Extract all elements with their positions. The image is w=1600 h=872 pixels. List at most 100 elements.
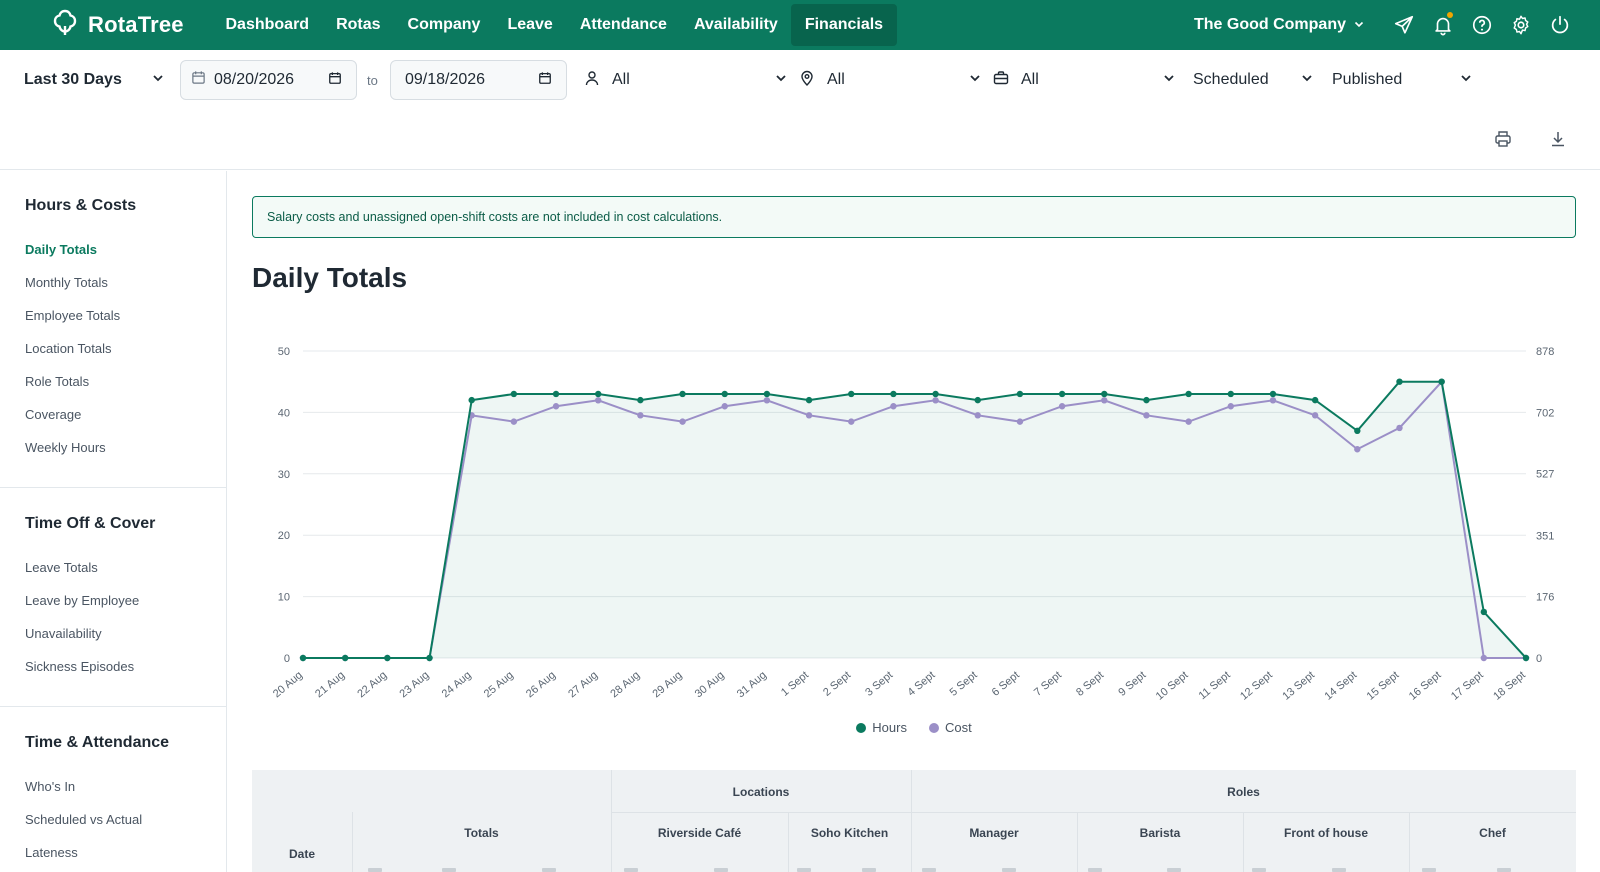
subcolumn-header-stub: [1422, 868, 1436, 872]
legend-dot-cost: [928, 722, 939, 733]
hours-series-line: [303, 380, 1527, 659]
sidebar-item-monthly-totals[interactable]: Monthly Totals: [25, 275, 108, 290]
hours-series-point: [763, 390, 771, 398]
cost-series-point: [890, 403, 897, 410]
hours-series-point: [468, 396, 475, 404]
publish-status-value: Published: [1332, 71, 1403, 88]
column-header-front-of-house[interactable]: Front of house: [1284, 826, 1368, 840]
x-axis-tick-label: 16 Sept: [1407, 669, 1444, 703]
right-axis-tick-label: 878: [1536, 346, 1554, 358]
column-header-chef[interactable]: Chef: [1479, 826, 1506, 840]
company-name: The Good Company: [1194, 16, 1346, 33]
sidebar-item-role-totals[interactable]: Role Totals: [25, 374, 90, 389]
x-axis-tick-label: 27 Aug: [566, 669, 600, 700]
subcolumn-header-stub: [1252, 868, 1266, 872]
cost-series-point: [721, 403, 728, 410]
company-switcher[interactable]: The Good Company: [1194, 16, 1364, 34]
sidebar-item-daily-totals[interactable]: Daily Totals: [25, 242, 98, 257]
top-right-controls: The Good Company: [1194, 0, 1600, 50]
sidebar-section-title: Hours & Costs: [25, 197, 137, 214]
cost-series-point: [1143, 412, 1150, 419]
cost-series-line: [303, 379, 1526, 659]
cost-series-point: [1016, 418, 1024, 425]
hours-series-point: [299, 654, 307, 662]
hours-series-point: [595, 390, 602, 398]
hours-series-point: [848, 390, 855, 398]
power-logout-icon[interactable]: [1540, 0, 1579, 50]
hours-series-point: [1438, 378, 1445, 385]
nav-company[interactable]: Company: [407, 16, 481, 33]
nav-rotas[interactable]: Rotas: [336, 16, 381, 33]
hours-series-point: [1185, 390, 1192, 398]
calendar-picker-icon[interactable]: [328, 71, 342, 90]
sidebar-item-leave-by-employee[interactable]: Leave by Employee: [25, 593, 140, 608]
subcolumn-header-stub: [862, 868, 876, 872]
send-icon[interactable]: [1384, 0, 1423, 50]
column-header-barista[interactable]: Barista: [1139, 826, 1181, 840]
sidebar-item-scheduled-vs-actual[interactable]: Scheduled vs Actual: [25, 812, 143, 827]
legend-item-hours[interactable]: Hours: [856, 720, 907, 735]
column-header-date[interactable]: Date: [288, 847, 315, 861]
sidebar-item-lateness[interactable]: Lateness: [25, 845, 78, 860]
help-icon[interactable]: [1462, 0, 1501, 50]
right-axis-tick-label: 702: [1536, 408, 1554, 420]
x-axis-tick-label: 30 Aug: [693, 669, 727, 700]
hours-series-point: [1269, 390, 1277, 398]
nav-financials[interactable]: Financials: [791, 4, 897, 46]
download-icon[interactable]: [1543, 124, 1573, 154]
date-from-value: 08/20/2026: [214, 71, 295, 88]
sidebar-item-whos-in[interactable]: Who's In: [25, 779, 76, 794]
cost-series-point: [1185, 418, 1192, 425]
subcolumn-header-stub: [797, 868, 811, 872]
sidebar-item-sickness-episodes[interactable]: Sickness Episodes: [25, 659, 135, 674]
column-divider: [1077, 812, 1078, 872]
brand-logo[interactable]: RotaTree: [50, 8, 210, 43]
column-header-totals[interactable]: Totals: [464, 826, 499, 840]
nav-leave[interactable]: Leave: [507, 16, 553, 33]
subcolumn-header-stub: [368, 868, 382, 872]
column-header-riverside-cafe[interactable]: Riverside Café: [657, 826, 742, 840]
nav-attendance[interactable]: Attendance: [579, 16, 667, 33]
date-from-input[interactable]: 08/20/2026: [180, 60, 357, 100]
sidebar-item-leave-totals[interactable]: Leave Totals: [25, 560, 98, 575]
employee-filter-select[interactable]: All: [584, 60, 787, 100]
sidebar-item-unavailability[interactable]: Unavailability: [25, 626, 102, 641]
x-axis-tick-label: 1 Sept: [779, 669, 811, 699]
shift-type-select[interactable]: Scheduled: [1193, 60, 1313, 100]
sidebar-item-weekly-hours[interactable]: Weekly Hours: [25, 440, 106, 455]
sidebar-item-coverage[interactable]: Coverage: [25, 407, 82, 422]
column-header-manager[interactable]: Manager: [969, 826, 1019, 840]
page-title: Daily Totals: [252, 262, 408, 293]
settings-gear-icon[interactable]: [1501, 0, 1540, 50]
bell-icon[interactable]: [1423, 0, 1462, 50]
location-filter-select[interactable]: All: [799, 60, 981, 100]
column-header-soho-kitchen[interactable]: Soho Kitchen: [810, 826, 889, 840]
nav-availability[interactable]: Availability: [693, 16, 778, 33]
sidebar-item-location-totals[interactable]: Location Totals: [25, 341, 112, 356]
subcolumn-header-stub: [1002, 868, 1016, 872]
row-divider: [611, 812, 1576, 813]
cost-series-point: [510, 418, 518, 425]
role-filter-select[interactable]: All: [993, 60, 1175, 100]
cost-series-point: [848, 418, 855, 425]
publish-status-select[interactable]: Published: [1332, 60, 1472, 100]
cost-series-point: [763, 397, 771, 404]
hours-series-point: [932, 390, 939, 398]
x-axis-tick-label: 26 Aug: [524, 669, 558, 700]
legend-item-cost[interactable]: Cost: [928, 720, 972, 735]
calendar-picker-icon[interactable]: [538, 71, 552, 90]
sidebar-item-employee-totals[interactable]: Employee Totals: [25, 308, 121, 323]
hours-series-point: [426, 654, 433, 662]
x-axis-tick-label: 4 Sept: [905, 669, 937, 699]
nav-dashboard[interactable]: Dashboard: [225, 16, 310, 33]
daily-totals-chart: 0 10 20 30 40 50 0 176 351 527 702 878 20 Aug 21 Aug 2…: [252, 330, 1576, 750]
sidebar-section-hours-costs: Hours & Costs Daily Totals Monthly Total…: [0, 171, 226, 464]
sidebar-section-time-off: Time Off & Cover Leave Totals Leave by E…: [0, 488, 226, 683]
chevron-down-icon: [1460, 71, 1472, 89]
date-to-input[interactable]: 09/18/2026: [390, 60, 567, 100]
subcolumn-header-stub: [442, 868, 456, 872]
date-range-select[interactable]: Last 30 Days: [24, 60, 164, 100]
x-axis-tick-label: 18 Sept: [1491, 669, 1528, 703]
printer-icon[interactable]: [1488, 124, 1518, 154]
subcolumn-header-stub: [1497, 868, 1511, 872]
